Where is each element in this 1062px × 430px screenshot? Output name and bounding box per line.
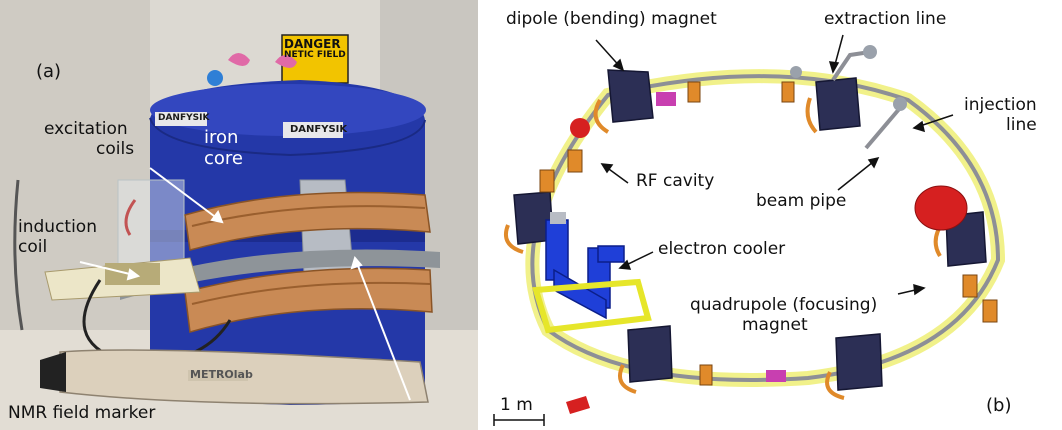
storage-ring-render — [493, 34, 1006, 426]
induction-line1: induction — [18, 217, 97, 237]
panel-b-ring-diagram: dipole (bending) magnet extraction line … — [478, 0, 1062, 430]
rf-red-cavity — [914, 185, 968, 231]
magnet-photo — [0, 0, 478, 430]
injection-line1: injection — [964, 95, 1037, 115]
injection-line2: line — [1006, 114, 1037, 135]
induction-coil-label: induction coil — [18, 217, 97, 257]
panel-b-letter: (b) — [986, 395, 1012, 416]
excitation-coils-label: excitation coils — [44, 119, 135, 159]
electron-cooler-shape — [545, 219, 625, 320]
dipole-6 — [835, 333, 883, 391]
excitation-line2: coils — [96, 138, 135, 159]
induction-line2: coil — [18, 236, 48, 257]
iron-line1: iron — [204, 127, 239, 148]
quad-line2: magnet — [742, 314, 808, 335]
panel-a-letter: (a) — [36, 61, 62, 82]
dipole-5 — [627, 325, 673, 383]
iron-core-label: iron core — [204, 127, 243, 169]
injection-line-label: injection line — [964, 95, 1037, 135]
probe-brand: METROlab — [190, 368, 253, 381]
beam-pipe-label: beam pipe — [756, 191, 847, 211]
rf-cavity-label: RF cavity — [636, 171, 715, 191]
quadrupole-magnet-label: quadrupole (focusing) magnet — [690, 295, 878, 335]
dipole-1 — [607, 69, 654, 123]
quad-line1: quadrupole (focusing) — [690, 295, 878, 315]
nmr-field-marker-label: NMR field marker — [8, 403, 156, 423]
scale-bar-label: 1 m — [500, 395, 533, 415]
dipole-2 — [815, 77, 861, 131]
electron-cooler-label: electron cooler — [658, 239, 786, 259]
brand-plate-2: DANFYSIK — [290, 124, 348, 135]
brand-plate-1: DANFYSIK — [158, 113, 210, 123]
danger-line1: DANGER — [284, 37, 341, 51]
danger-line2: NETIC FIELD — [284, 50, 346, 61]
danger-sign-text: DANGER NETIC FIELD — [284, 37, 346, 61]
iron-line2: core — [204, 147, 243, 169]
excitation-line1: excitation — [44, 119, 128, 139]
panel-a-photo: (a) DANGER NETIC FIELD excitation coils … — [0, 0, 478, 430]
scale-bar — [493, 414, 545, 426]
extraction-line-label: extraction line — [824, 9, 947, 29]
dipole-magnet-label: dipole (bending) magnet — [506, 9, 717, 29]
